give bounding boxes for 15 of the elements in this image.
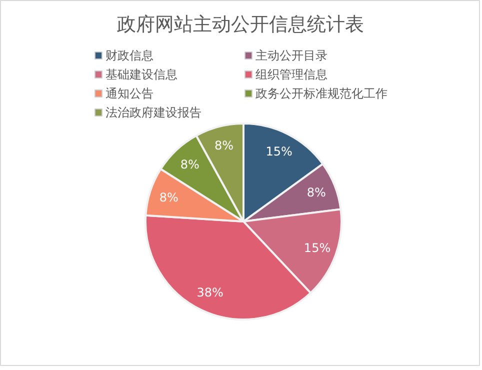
legend-label: 政务公开标准规范化工作 [256,86,388,100]
legend-label: 基础建设信息 [106,68,178,82]
legend-label: 法治政府建设报告 [106,106,202,120]
data-label: 8% [306,186,326,200]
chart-title: 政府网站主动公开信息统计表 [117,14,364,36]
data-label: 15% [266,144,292,159]
data-label: 8% [180,157,200,172]
legend-label: 组织管理信息 [256,68,328,82]
data-label: 8% [214,138,234,153]
legend-label: 主动公开目录 [256,48,328,62]
data-label: 8% [159,190,178,204]
data-label: 15% [304,241,331,256]
legend-label: 财政信息 [106,48,154,62]
data-label: 38% [196,285,224,300]
legend-label: 通知公告 [106,86,154,100]
